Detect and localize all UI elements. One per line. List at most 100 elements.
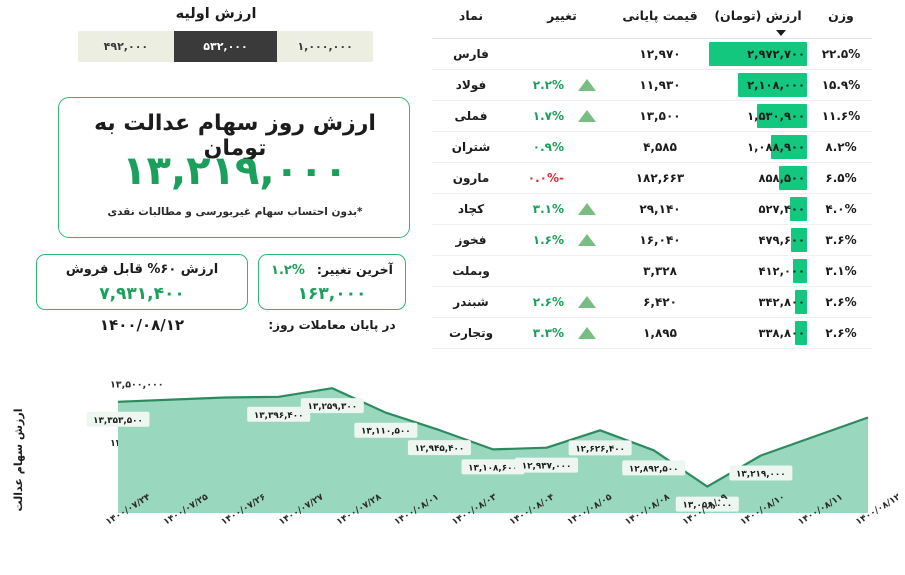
chart-point-label-box bbox=[354, 422, 418, 438]
change-percent: ۳.۱% bbox=[532, 201, 564, 216]
main-value-card: ارزش روز سهام عدالت به تومان ۱۳,۲۱۹,۰۰۰ … bbox=[58, 97, 410, 238]
cell-symbol[interactable]: فارس bbox=[432, 38, 510, 70]
cell-weight: ۲.۶% bbox=[810, 317, 872, 349]
cell-change bbox=[510, 38, 614, 70]
value-text: ۵۲۷,۴۰۰ bbox=[758, 201, 805, 216]
cell-value: ۱,۵۳۰,۹۰۰ bbox=[706, 100, 810, 132]
chart-point-label: ۱۳,۰۵۶,۰۰۰ bbox=[682, 501, 732, 511]
column-header-weight[interactable]: وزن bbox=[810, 0, 872, 39]
initial-value-segment-2-active[interactable]: ۵۳۲,۰۰۰ bbox=[173, 31, 278, 62]
cell-value: ۳۴۲,۸۰۰ bbox=[706, 286, 810, 318]
cell-symbol[interactable]: شتران bbox=[432, 131, 510, 163]
change-cell-content: ۲.۲% bbox=[510, 70, 614, 100]
value-bar bbox=[795, 320, 807, 345]
initial-value-segment-1[interactable]: ۱,۰۰۰,۰۰۰ bbox=[277, 31, 373, 62]
sellable-value-amount: ۷,۹۳۱,۴۰۰ bbox=[99, 284, 185, 304]
value-bar-cell: ۴۱۲,۰۰۰ bbox=[706, 256, 810, 286]
cell-symbol[interactable]: شبندر bbox=[432, 286, 510, 318]
column-header-change[interactable]: تغییر bbox=[510, 0, 614, 39]
change-cell-content bbox=[510, 39, 614, 69]
cell-symbol[interactable]: فملی bbox=[432, 100, 510, 132]
change-icon-spacer bbox=[578, 141, 596, 153]
cell-symbol[interactable]: وتجارت bbox=[432, 317, 510, 349]
value-text: ۴۱۲,۰۰۰ bbox=[758, 263, 805, 278]
change-cell-content: ۱.۷% bbox=[510, 101, 614, 131]
summary-panel: ارزش اولیه ۱,۰۰۰,۰۰۰ ۵۳۲,۰۰۰ ۴۹۲,۰۰۰ ارز… bbox=[0, 0, 432, 365]
initial-value-segment-group[interactable]: ۱,۰۰۰,۰۰۰ ۵۳۲,۰۰۰ ۴۹۲,۰۰۰ bbox=[78, 31, 373, 62]
cell-weight: ۳.۶% bbox=[810, 224, 872, 256]
value-text: ۲,۹۷۲,۷۰۰ bbox=[747, 46, 805, 61]
cell-weight: ۱۵.۹% bbox=[810, 69, 872, 101]
chart-point-label: ۱۳,۳۵۳,۵۰۰ bbox=[93, 416, 143, 426]
chart-point-label-box bbox=[568, 440, 632, 456]
triangle-up-icon bbox=[578, 326, 596, 339]
change-percent: ۱.۷% bbox=[532, 108, 564, 123]
cell-closing-price: ۱,۸۹۵ bbox=[614, 317, 706, 349]
chart-point-label-box bbox=[86, 411, 150, 427]
column-header-price[interactable]: قیمت پایانی bbox=[614, 0, 706, 39]
sort-descending-icon[interactable] bbox=[776, 29, 786, 36]
value-bar bbox=[771, 134, 807, 159]
cell-closing-price: ۱۲,۹۷۰ bbox=[614, 38, 706, 70]
cell-symbol[interactable]: وبملت bbox=[432, 255, 510, 287]
dashboard-top-area: ارزش اولیه ۱,۰۰۰,۰۰۰ ۵۳۲,۰۰۰ ۴۹۲,۰۰۰ ارز… bbox=[0, 0, 872, 365]
triangle-up-icon bbox=[578, 109, 596, 122]
sellable-value-card: ارزش ۶۰% قابل فروش ۷,۹۳۱,۴۰۰ bbox=[36, 254, 248, 310]
cell-weight: ۳.۱% bbox=[810, 255, 872, 287]
table-row[interactable]: ۳.۱% ۴۱۲,۰۰۰ ۳,۳۲۸ وبملت bbox=[432, 255, 872, 287]
cell-weight: ۶.۵% bbox=[810, 162, 872, 194]
change-percent: ۲.۶% bbox=[532, 294, 564, 309]
initial-value-segment-3[interactable]: ۴۹۲,۰۰۰ bbox=[78, 31, 174, 62]
chart-point-label-box bbox=[622, 460, 686, 476]
value-bar-cell: ۱,۵۳۰,۹۰۰ bbox=[706, 101, 810, 131]
symbols-table-head: وزن ارزش (تومان) قیمت پایانی تغییر نماد bbox=[432, 0, 872, 39]
value-bar bbox=[795, 289, 807, 314]
column-header-value[interactable]: ارزش (تومان) bbox=[706, 0, 810, 39]
table-row[interactable]: ۱۱.۶% ۱,۵۳۰,۹۰۰ ۱۳,۵۰۰ ۱.۷% فملی bbox=[432, 100, 872, 132]
value-bar-cell: ۲,۹۷۲,۷۰۰ bbox=[706, 39, 810, 69]
cell-change: ۲.۶% bbox=[510, 286, 614, 318]
cell-symbol[interactable]: مارون bbox=[432, 162, 510, 194]
table-row[interactable]: ۲۲.۵% ۲,۹۷۲,۷۰۰ ۱۲,۹۷۰ فارس bbox=[432, 38, 872, 70]
cell-change: ۱.۶% bbox=[510, 224, 614, 256]
change-percent: -۰.۰% bbox=[527, 170, 564, 185]
cell-symbol[interactable]: کچاد bbox=[432, 193, 510, 225]
table-row[interactable]: ۸.۲% ۱,۰۸۸,۹۰۰ ۴,۵۸۵ ۰.۹% شتران bbox=[432, 131, 872, 163]
cell-symbol[interactable]: فخوز bbox=[432, 224, 510, 256]
value-text: ۴۷۹,۶۰۰ bbox=[758, 232, 805, 247]
chart-point-label: ۱۲,۶۲۶,۴۰۰ bbox=[575, 444, 625, 454]
table-row[interactable]: ۱۵.۹% ۲,۱۰۸,۰۰۰ ۱۱,۹۳۰ ۲.۲% فولاد bbox=[432, 69, 872, 101]
cell-closing-price: ۱۱,۹۳۰ bbox=[614, 69, 706, 101]
value-text: ۸۵۸,۵۰۰ bbox=[758, 170, 805, 185]
cell-value: ۴۱۲,۰۰۰ bbox=[706, 255, 810, 287]
chart-point-label: ۱۲,۹۳۷,۰۰۰ bbox=[522, 462, 572, 472]
chart-point-label: ۱۳,۳۹۶,۴۰۰ bbox=[254, 411, 304, 421]
table-row[interactable]: ۲.۶% ۳۳۸,۸۰۰ ۱,۸۹۵ ۳.۳% وتجارت bbox=[432, 317, 872, 349]
value-text: ۳۴۲,۸۰۰ bbox=[758, 294, 805, 309]
triangle-up-icon bbox=[578, 233, 596, 246]
cell-change: ۳.۳% bbox=[510, 317, 614, 349]
cell-value: ۱,۰۸۸,۹۰۰ bbox=[706, 131, 810, 163]
end-of-day-caption: در پایان معاملات روز: bbox=[268, 318, 396, 332]
change-icon-spacer bbox=[578, 265, 596, 277]
value-bar bbox=[737, 72, 807, 97]
cell-change: ۲.۲% bbox=[510, 69, 614, 101]
column-header-symbol[interactable]: نماد bbox=[432, 0, 510, 39]
triangle-up-icon bbox=[578, 295, 596, 308]
initial-value-title: ارزش اولیه bbox=[175, 6, 257, 22]
cell-closing-price: ۲۹,۱۴۰ bbox=[614, 193, 706, 225]
cell-closing-price: ۱۳,۵۰۰ bbox=[614, 100, 706, 132]
table-row[interactable]: ۲.۶% ۳۴۲,۸۰۰ ۶,۴۲۰ ۲.۶% شبندر bbox=[432, 286, 872, 318]
table-row[interactable]: ۴.۰% ۵۲۷,۴۰۰ ۲۹,۱۴۰ ۳.۱% کچاد bbox=[432, 193, 872, 225]
symbols-table-body: ۲۲.۵% ۲,۹۷۲,۷۰۰ ۱۲,۹۷۰ فارس ۱۵.۹% ۲,۱۰۸,۰۰۰ ۱۱… bbox=[432, 38, 872, 349]
column-header-value-label: ارزش (تومان) bbox=[714, 8, 802, 24]
main-value-heading: ارزش روز سهام عدالت به تومان bbox=[94, 111, 376, 161]
table-row[interactable]: ۶.۵% ۸۵۸,۵۰۰ ۱۸۲,۶۶۳ -۰.۰% مارون bbox=[432, 162, 872, 194]
change-cell-content: ۲.۶% bbox=[510, 287, 614, 317]
value-bar-cell: ۳۳۸,۸۰۰ bbox=[706, 318, 810, 348]
cell-symbol[interactable]: فولاد bbox=[432, 69, 510, 101]
cell-closing-price: ۶,۴۲۰ bbox=[614, 286, 706, 318]
table-row[interactable]: ۳.۶% ۴۷۹,۶۰۰ ۱۶,۰۴۰ ۱.۶% فخوز bbox=[432, 224, 872, 256]
value-bar-cell: ۸۵۸,۵۰۰ bbox=[706, 163, 810, 193]
